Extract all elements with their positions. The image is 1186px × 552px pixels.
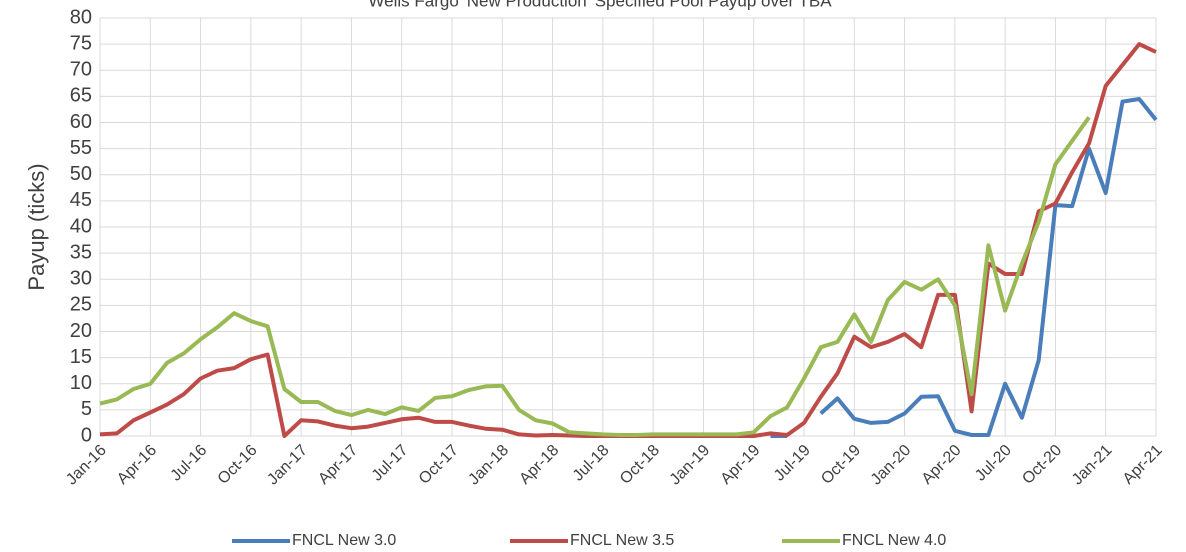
x-tick-label: Apr-18	[516, 442, 562, 488]
x-tick-label: Apr-19	[718, 442, 764, 488]
x-tick-label: Jul-17	[369, 442, 412, 485]
legend-label: FNCL New 4.0	[842, 532, 946, 549]
x-tick-label: Jan-20	[868, 442, 915, 489]
chart-title: Wells Fargo 'New Production' Specified P…	[368, 0, 832, 10]
y-tick-label: 70	[70, 59, 92, 81]
series-line	[99, 116, 1091, 437]
y-tick-label: 50	[70, 163, 92, 185]
x-tick-label: Apr-20	[919, 442, 965, 488]
x-tick-label: Jan-21	[1069, 442, 1116, 489]
legend-label: FNCL New 3.5	[570, 532, 674, 549]
y-tick-label: 65	[70, 85, 92, 107]
legend-label: FNCL New 3.0	[292, 532, 396, 549]
x-tick-label: Oct-17	[416, 442, 462, 488]
x-tick-label: Jan-17	[264, 442, 311, 489]
x-tick-label: Apr-16	[114, 442, 160, 488]
y-tick-label: 60	[70, 111, 92, 133]
x-tick-label: Apr-17	[315, 442, 361, 488]
y-tick-label: 75	[70, 32, 92, 54]
y-axis-label: Payup (ticks)	[24, 163, 49, 290]
x-tick-label: Oct-16	[215, 442, 261, 488]
x-tick-label: Jan-16	[63, 442, 110, 489]
y-tick-label: 45	[70, 189, 92, 211]
x-tick-label: Jul-19	[771, 442, 814, 485]
x-tick-label: Jul-16	[168, 442, 211, 485]
y-tick-label: 0	[81, 424, 92, 446]
y-tick-label: 35	[70, 241, 92, 263]
y-tick-label: 80	[70, 6, 92, 28]
series-line	[819, 97, 1158, 437]
y-tick-label: 20	[70, 320, 92, 342]
y-tick-label: 15	[70, 346, 92, 368]
x-tick-label: Jan-19	[667, 442, 714, 489]
x-tick-label: Oct-20	[1019, 442, 1065, 488]
x-tick-label: Jul-18	[570, 442, 613, 485]
y-tick-label: 25	[70, 294, 92, 316]
x-tick-label: Jul-20	[972, 442, 1015, 485]
y-tick-label: 5	[81, 398, 92, 420]
y-tick-label: 10	[70, 372, 92, 394]
x-tick-label: Oct-19	[818, 442, 864, 488]
x-tick-label: Apr-21	[1120, 442, 1166, 488]
y-tick-label: 30	[70, 268, 92, 290]
x-tick-label: Oct-18	[617, 442, 663, 488]
y-tick-label: 55	[70, 137, 92, 159]
y-tick-label: 40	[70, 215, 92, 237]
series-line	[99, 42, 1157, 438]
x-tick-label: Jan-18	[465, 442, 512, 489]
